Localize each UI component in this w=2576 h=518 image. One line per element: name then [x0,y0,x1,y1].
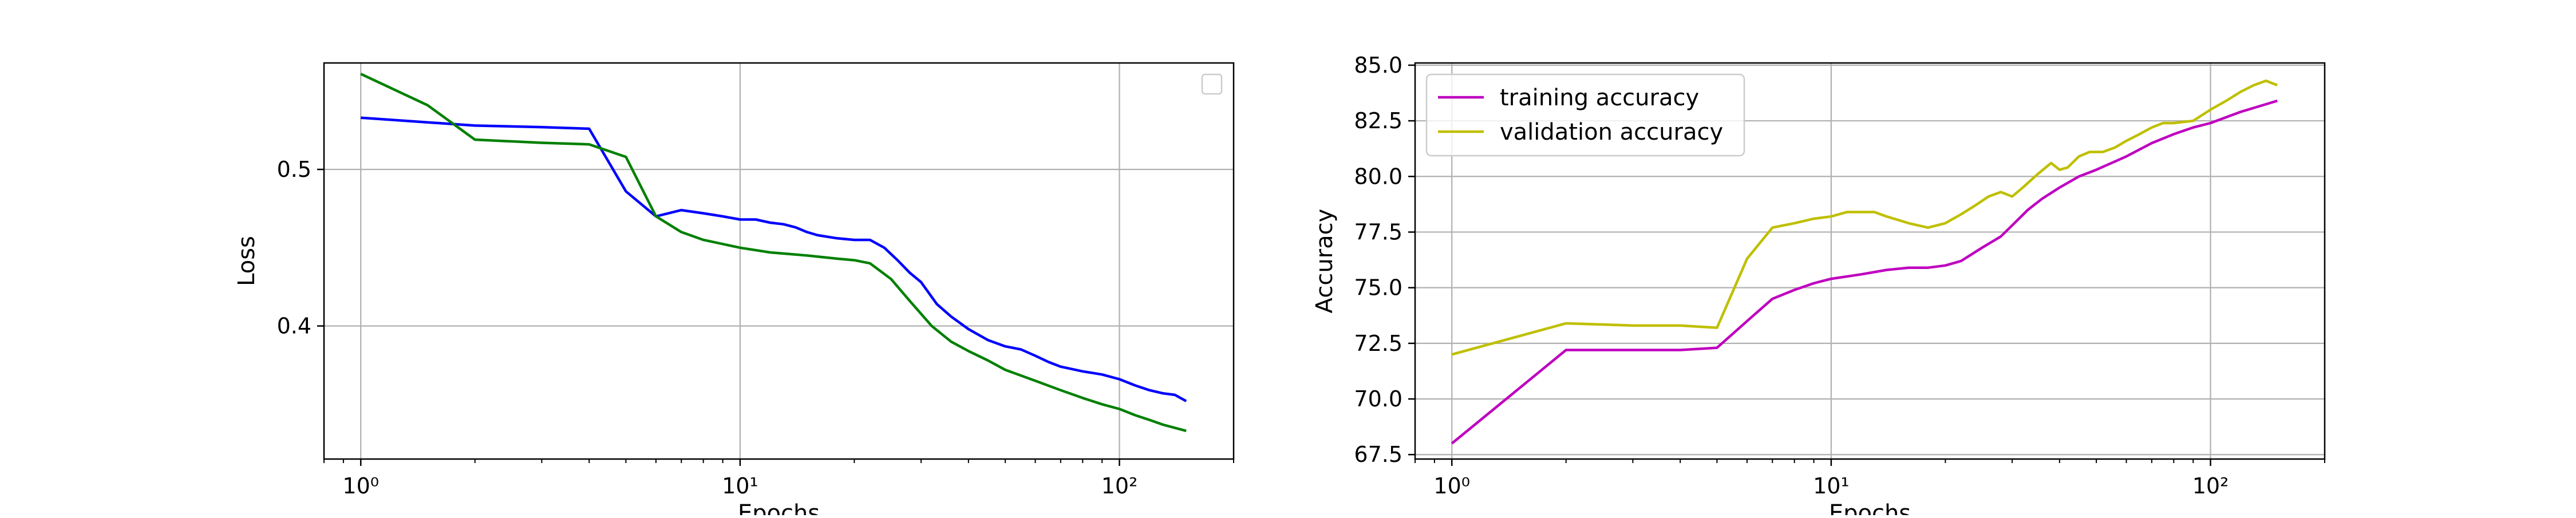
y-tick-label: 75.0 [1354,275,1402,300]
plot-frame [323,62,1235,460]
x-tick-label: 10⁰ [342,473,379,499]
y-tick-label: 0.4 [277,314,311,339]
x-tick-label: 10¹ [1813,473,1850,499]
plot-frame [1414,62,2326,460]
y-tick-label: 80.0 [1354,164,1402,189]
accuracy-chart: 10⁰ 10¹ 10² 67.5 70.0 72.5 75.0 77.5 80.0 82.5 85.… [1311,53,2326,518]
series-line-validation-accuracy [1451,79,2278,356]
y-tick-label: 85.0 [1354,53,1402,78]
legend: training accuracy validation accuracy [1425,73,1745,157]
legend-label: validation accuracy [1500,119,1723,145]
x-tick-label: 10¹ [722,473,758,499]
legend-label: training accuracy [1500,85,1699,111]
series-line-training-accuracy [1451,99,2278,445]
y-axis-label: Accuracy [1311,209,1338,314]
y-axis-label: Loss [234,236,260,286]
legend-box [1425,73,1745,157]
y-tick-label: 0.5 [277,157,311,182]
series-line-1 [360,73,1187,432]
y-tick-label: 82.5 [1354,108,1402,133]
y-tick-label: 67.5 [1354,442,1402,467]
x-axis-label: Epochs [738,500,820,515]
legend-box [1201,73,1223,95]
y-tick-label: 77.5 [1354,219,1402,244]
x-tick-label: 10² [2192,473,2229,499]
y-tick-label: 70.0 [1354,386,1402,412]
loss-chart: 10⁰ 10¹ 10² 0.4 0.5 Epochs Loss [234,62,1235,518]
x-tick-label: 10² [1101,473,1138,499]
series-line-0 [361,116,1187,402]
x-tick-label: 10⁰ [1433,473,1470,499]
y-tick-label: 72.5 [1354,331,1402,356]
x-axis-label: Epochs [1829,500,1911,515]
